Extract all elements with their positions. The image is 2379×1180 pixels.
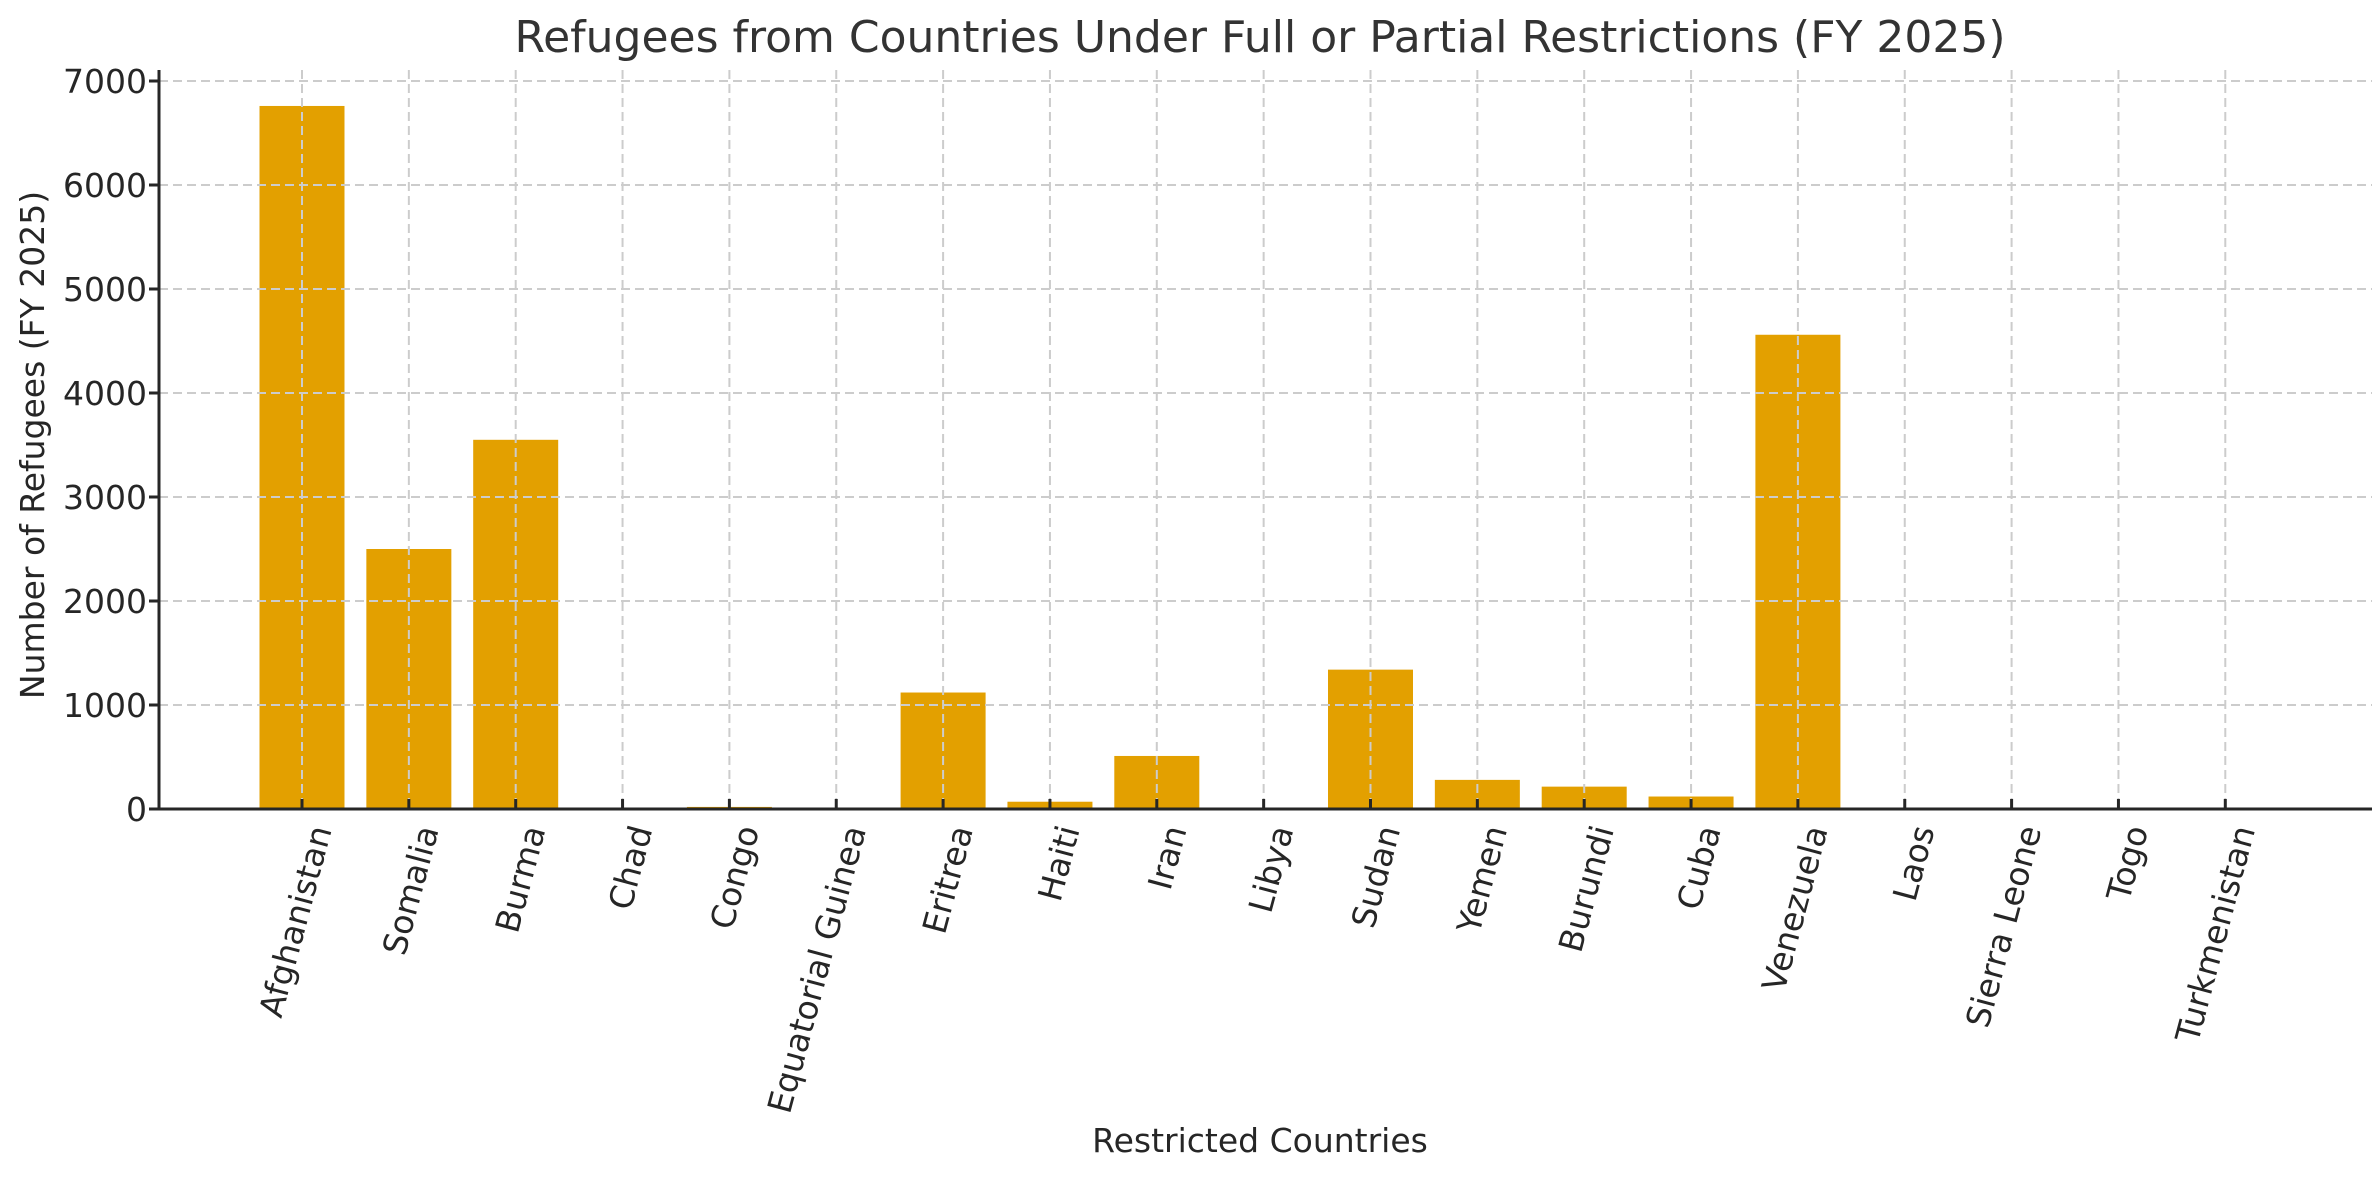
y-tick-label: 5000 [63,270,147,309]
bar-burundi [1541,786,1627,809]
chart-title: Refugees from Countries Under Full or Pa… [514,12,2005,63]
x-tick-label: Haiti [1030,821,1087,905]
y-tick-label: 1000 [63,686,147,725]
x-tick-label: Burundi [1551,821,1622,956]
x-gridlines [301,70,2227,809]
x-tick-label: Laos [1885,821,1942,905]
y-tick-label: 2000 [63,582,147,621]
bar-venezuela [1755,334,1841,809]
y-tick-label: 3000 [63,478,147,517]
y-axis-ticks: 0 1000 2000 3000 4000 5000 6000 7000 [63,62,159,829]
x-tick-label: Burma [488,821,554,936]
x-tick-label: Sierra Leone [1958,821,2049,1031]
y-tick-label: 6000 [63,166,147,205]
x-tick-label: Afghanistan [251,821,340,1021]
y-tick-label: 4000 [63,374,147,413]
x-tick-label: Togo [2099,821,2157,905]
y-axis-label: Number of Refugees (FY 2025) [13,191,52,699]
x-tick-label: Venezuela [1754,821,1836,995]
x-tick-label: Yemen [1449,821,1515,938]
x-tick-label: Turkmenistan [2167,821,2263,1047]
x-tick-label: Libya [1241,821,1302,916]
x-tick-label: Equatorial Guinea [760,821,874,1117]
x-tick-label: Congo [702,821,767,933]
x-tick-label: Cuba [1669,821,1729,913]
y-tick-label: 7000 [63,62,147,101]
x-tick-label: Eritrea [915,821,981,937]
x-axis-label: Restricted Countries [1092,1121,1428,1160]
x-tick-label: Sudan [1344,821,1409,932]
y-tick-label: 0 [126,790,147,829]
y-gridlines [159,80,2372,706]
x-tick-label: Iran [1140,821,1194,893]
x-axis-ticks: Afghanistan Somalia Burma Chad CongoEquatori… [251,799,2263,1117]
x-tick-label: Somalia [375,821,447,959]
x-tick-label: Chad [601,821,661,913]
